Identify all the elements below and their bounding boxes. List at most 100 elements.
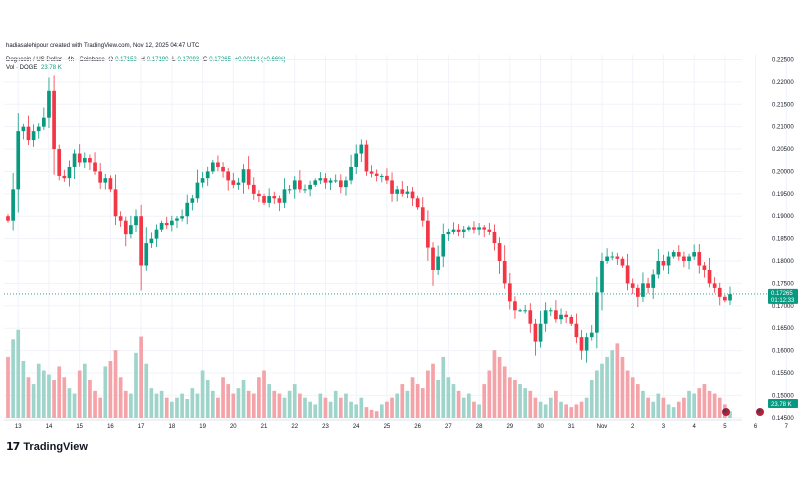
volume-bar	[93, 390, 97, 418]
volume-bar	[257, 377, 261, 418]
volume-bar	[236, 388, 241, 418]
candle-body	[584, 337, 589, 351]
volume-bar	[579, 401, 584, 418]
candle-body	[656, 261, 661, 275]
candle-body	[333, 180, 338, 182]
candle-body	[523, 310, 528, 312]
x-tick-label: 24	[353, 424, 360, 430]
volume-bar	[251, 393, 256, 418]
volume-bar	[354, 404, 359, 418]
candle-body	[620, 258, 625, 266]
volume-bar	[420, 388, 425, 418]
candle-body	[118, 216, 123, 221]
candle-body	[123, 220, 128, 235]
candle-body	[267, 196, 271, 203]
time-axis[interactable]: 13 14 15 16 17 18 19 20 21 22 23 24 25 26 27 28 29 30 31 No…	[4, 419, 800, 430]
candle-body	[108, 178, 113, 190]
volume-bar	[697, 388, 702, 418]
candle-body	[154, 229, 159, 239]
volume-bar	[21, 361, 26, 418]
candle-body	[175, 218, 179, 221]
y-tick-label: 0.20500	[772, 147, 794, 153]
y-tick-label: 0.17000	[772, 304, 794, 310]
candle-body	[579, 337, 584, 351]
candle-body	[467, 227, 471, 230]
candle-body	[630, 283, 635, 288]
volume-bar	[513, 380, 517, 418]
candle-body	[548, 310, 553, 312]
volume-bar	[246, 390, 251, 418]
volume-bar	[502, 366, 507, 418]
volume-bar	[554, 390, 558, 418]
candle-body	[600, 261, 604, 293]
x-tick-label: 28	[476, 424, 483, 430]
symbol-name[interactable]: Dogecoin / US Dollar · 4h · Coinbase	[6, 57, 105, 63]
tradingview-mark-icon: 17	[6, 440, 20, 453]
candle-body	[415, 198, 420, 208]
volume-bar	[564, 404, 568, 418]
candle-body	[344, 180, 348, 188]
candle-body	[528, 310, 533, 324]
price-axis[interactable]: 0.22500 0.22000 0.21500 0.21000 0.20500 0.200…	[756, 57, 798, 422]
candle-body	[697, 252, 702, 266]
x-tick-label: 13	[15, 424, 22, 430]
candle-body	[712, 283, 717, 288]
volume-bar	[108, 361, 113, 418]
candle-body	[554, 310, 558, 320]
candle-body	[507, 283, 512, 302]
x-tick-label: Nov	[597, 424, 608, 430]
candle-body	[456, 229, 461, 232]
x-tick-label: 17	[138, 424, 145, 430]
candle-body	[666, 256, 671, 266]
volume-bar	[538, 401, 543, 418]
x-tick-label: 16	[107, 424, 114, 430]
candle-body	[717, 287, 722, 297]
candle-body	[195, 182, 200, 199]
candle-body	[589, 332, 594, 338]
tradingview-logo: 17 TradingView	[6, 440, 88, 453]
candle-body	[533, 323, 538, 342]
candle-body	[57, 149, 62, 176]
x-tick-label: 26	[414, 424, 421, 430]
volume-bar	[651, 401, 656, 418]
volume-bar	[42, 370, 46, 418]
candle-body	[6, 216, 10, 221]
volume-bar	[308, 401, 312, 418]
x-tick-label: 4	[692, 424, 696, 430]
volume-bar	[559, 401, 563, 418]
volume-bar	[461, 397, 466, 418]
volume-bar	[303, 397, 307, 418]
volume-bar	[671, 407, 676, 418]
candle-body	[728, 294, 732, 301]
volume-bar	[441, 356, 446, 418]
candle-body	[605, 256, 609, 262]
volume-label[interactable]: Vol · DOGE	[6, 65, 38, 71]
volume-bar	[692, 393, 696, 418]
volume-bar	[328, 401, 333, 418]
candle-body	[272, 196, 277, 199]
volume-bar	[446, 377, 451, 418]
candle-body	[287, 189, 292, 191]
candle-body	[42, 117, 46, 127]
x-tick-label: 2	[631, 424, 635, 430]
volume-bar	[477, 404, 481, 418]
y-tick-label: 0.18000	[772, 259, 794, 265]
candle-body	[676, 252, 681, 257]
candle-body	[170, 220, 174, 226]
volume-bar	[400, 384, 405, 418]
candle-body	[385, 175, 389, 181]
volume-bar	[497, 356, 502, 418]
volume-bar	[77, 370, 82, 418]
candle-body	[236, 182, 241, 185]
volume-bar	[661, 397, 666, 418]
volume-bar	[231, 393, 236, 418]
candle-body	[615, 256, 620, 259]
candle-body	[129, 225, 133, 235]
candle-body	[723, 296, 727, 301]
volume-bar	[467, 393, 471, 418]
candle-body	[492, 231, 497, 244]
candle-body	[113, 189, 118, 217]
candle-body	[139, 216, 143, 266]
volume-bar	[569, 407, 574, 418]
